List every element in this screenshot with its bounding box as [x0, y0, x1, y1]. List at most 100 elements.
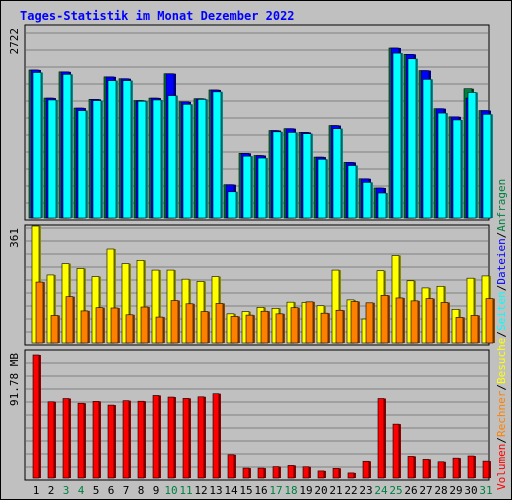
bar-rechner-day-23 [365, 302, 374, 344]
bar-besuche-day-7 [121, 263, 130, 344]
bar-seiten-day-10 [167, 95, 177, 219]
bar-shade [114, 249, 116, 343]
bar-shade [474, 278, 476, 343]
legend-part: Besuche [495, 338, 508, 384]
bar-seiten-day-14 [227, 191, 237, 219]
bar-shade [339, 270, 341, 343]
bar-rechner-day-16 [260, 310, 269, 344]
legend-part: Volumen [495, 444, 508, 490]
bar-volumen-day-18 [287, 465, 295, 479]
bar-shade [238, 316, 240, 343]
bar-shade [58, 315, 60, 343]
bar-rechner-day-31 [485, 298, 494, 344]
bar-shade [373, 302, 375, 343]
bar-shade [178, 300, 180, 343]
right-legend: Volumen/Rechner/Besuche/Seiten/Dateien/A… [495, 179, 508, 490]
bar-shade [103, 307, 105, 343]
bar-volumen-day-28 [437, 461, 445, 479]
bar-rechner-day-8 [140, 306, 149, 344]
bar-rechner-day-18 [290, 307, 299, 344]
bar-besuche-day-2 [46, 274, 55, 344]
bar-besuche-day-30 [466, 277, 475, 344]
bar-shade [339, 468, 341, 478]
bar-seiten-day-8 [137, 100, 147, 219]
panel-bottom: 91.78 MB [8, 349, 491, 481]
bar-shade [146, 101, 148, 218]
bar-rechner-day-9 [155, 316, 164, 344]
x-tick-label: 28 [434, 484, 447, 497]
bar-volumen-day-19 [302, 466, 310, 479]
bar-volumen-day-22 [347, 472, 355, 479]
legend-part: / [495, 437, 508, 444]
bar-besuche-day-8 [136, 260, 145, 344]
chart-panels: 2722 361 91.78 MB [8, 24, 495, 481]
x-tick-label: 21 [329, 484, 342, 497]
bar-rechner-day-1 [35, 281, 44, 344]
x-tick-label: 1 [33, 484, 40, 497]
bar-volumen-day-6 [107, 404, 115, 479]
bar-volumen-day-20 [317, 470, 325, 479]
bar-shade [161, 99, 163, 218]
bar-shade [204, 396, 206, 478]
bar-seiten-day-13 [212, 91, 222, 219]
bar-shade [309, 466, 311, 478]
bar-volumen-day-26 [407, 456, 415, 479]
bar-shade [356, 165, 358, 218]
bar-shade [131, 80, 133, 218]
bar-rechner-day-13 [215, 303, 224, 344]
x-tick-label: 10 [164, 484, 177, 497]
bar-shade [369, 461, 371, 478]
bar-shade [403, 297, 405, 343]
bar-rechner-day-4 [80, 310, 89, 344]
x-tick-label: 5 [93, 484, 100, 497]
x-tick-label: 17 [269, 484, 282, 497]
bar-volumen-day-27 [422, 459, 430, 479]
bar-shade [174, 397, 176, 478]
bar-volumen-day-7 [122, 400, 130, 479]
bar-volumen-day-1 [32, 354, 40, 479]
bar-rechner-day-28 [440, 302, 449, 344]
bar-shade [266, 158, 268, 218]
legend-part: / [495, 232, 508, 239]
bar-seiten-day-6 [107, 80, 117, 219]
bar-shade [463, 317, 465, 343]
bar-volumen-day-25 [392, 423, 400, 479]
bar-seiten-day-22 [347, 165, 357, 219]
bar-shade [223, 303, 225, 343]
bar-volumen-day-12 [197, 396, 205, 479]
bar-shade [41, 72, 43, 219]
x-tick-label: 4 [78, 484, 85, 497]
bar-shade [191, 104, 193, 218]
bar-shade [474, 456, 476, 478]
bar-shade [311, 133, 313, 218]
x-tick-label: 23 [359, 484, 372, 497]
legend-part: Anfragen [495, 179, 508, 232]
bar-volumen-day-30 [467, 455, 475, 479]
bar-shade [129, 263, 131, 343]
bar-shade [478, 315, 480, 343]
x-tick-label: 3 [63, 484, 70, 497]
right-legend-text: Volumen/Rechner/Besuche/Seiten/Dateien/A… [495, 179, 508, 490]
bar-seiten-day-12 [197, 99, 207, 219]
bar-rechner-day-10 [170, 300, 179, 344]
bar-shade [144, 260, 146, 343]
ymax-label-bottom: 91.78 MB [8, 353, 21, 406]
bar-shade [208, 311, 210, 343]
bar-shade [159, 395, 161, 478]
bar-shade [86, 110, 88, 218]
bar-seiten-day-19 [302, 133, 312, 219]
bar-shade [294, 465, 296, 478]
bar-seiten-day-27 [422, 79, 432, 219]
x-tick-label: 6 [108, 484, 115, 497]
bar-shade [251, 156, 253, 218]
x-tick-label: 2 [48, 484, 55, 497]
bar-shade [431, 79, 433, 218]
bar-seiten-day-25 [392, 52, 402, 219]
bar-shade [176, 95, 178, 218]
bar-shade [476, 92, 478, 218]
bar-shade [283, 313, 285, 343]
bar-shade [358, 301, 360, 343]
bar-shade [493, 298, 495, 343]
legend-part: / [495, 285, 508, 292]
